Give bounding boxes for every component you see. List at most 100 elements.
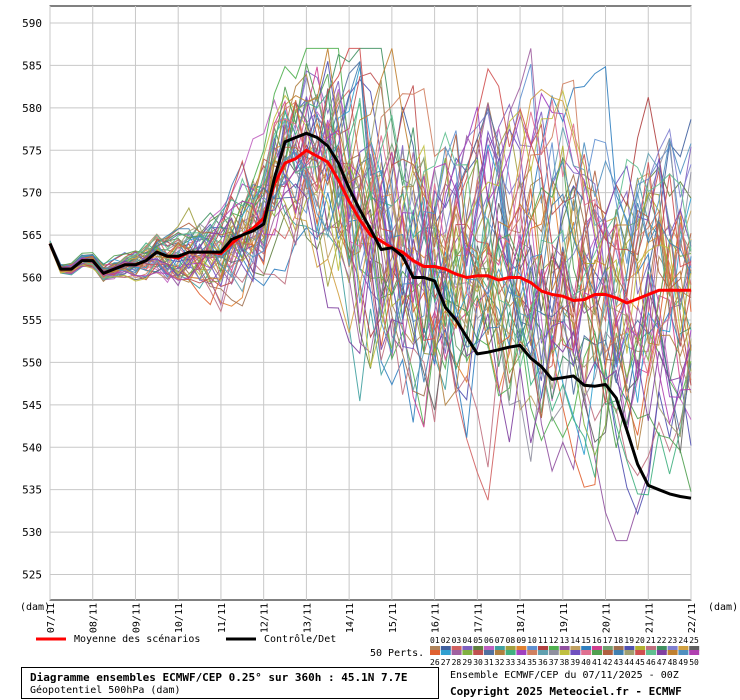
- perturbation-swatch: [538, 646, 548, 651]
- perturbation-number: 05: [473, 636, 483, 645]
- perturbations-label: 50 Perts.: [370, 648, 424, 659]
- perturbation-swatch: [548, 650, 559, 655]
- perturbation-number: 25: [689, 636, 699, 645]
- perturbation-swatch: [602, 646, 613, 651]
- legend-control-label: Contrôle/Det: [264, 633, 336, 645]
- perturbation-line: [49, 63, 692, 492]
- perturbation-legend: 01 02 03 04 05 06 07 08 09 10 11 12 13 14 15 16 17 18 19 20…: [430, 636, 700, 667]
- y-tick-label: 545: [22, 399, 42, 412]
- footer-subtitle: Géopotentiel 500hPa (dam): [30, 685, 181, 696]
- perturbation-swatch: [440, 646, 451, 651]
- perturbation-number: 31: [484, 658, 494, 667]
- run-info: Ensemble ECMWF/CEP du 07/11/2025 - 00Z: [450, 670, 679, 681]
- y-tick-label: 535: [22, 484, 42, 497]
- perturbation-swatch: [559, 650, 570, 655]
- perturbation-number: 50: [689, 658, 699, 667]
- y-tick-label: 570: [22, 187, 42, 200]
- y-tick-label: 525: [22, 569, 42, 582]
- perturbation-swatch: [656, 646, 667, 651]
- perturbation-swatch: [505, 650, 516, 655]
- x-tick-label: 15/11: [388, 603, 399, 633]
- perturbation-swatch: [624, 650, 635, 655]
- perturbation-number: 04: [462, 636, 472, 645]
- perturbation-swatch: [678, 650, 689, 655]
- perturbation-number: 19: [624, 636, 634, 645]
- perturbation-swatch: [656, 650, 667, 655]
- y-tick-label: 565: [22, 229, 42, 242]
- perturbation-swatch: [430, 646, 440, 651]
- perturbation-swatch: [505, 646, 516, 651]
- perturbation-swatch: [451, 650, 462, 655]
- x-tick-label: 19/11: [559, 603, 570, 633]
- perturbation-swatch: [462, 646, 473, 651]
- perturbation-number: 07: [495, 636, 505, 645]
- perturbation-number: 01: [430, 636, 440, 645]
- perturbation-swatch: [613, 646, 624, 651]
- perturbation-number: 37: [549, 658, 559, 667]
- x-tick-label: 17/11: [473, 603, 484, 633]
- perturbation-number: 13: [560, 636, 570, 645]
- perturbation-lines: [49, 47, 692, 542]
- perturbation-swatch: [635, 650, 646, 655]
- perturbation-swatch: [602, 650, 613, 655]
- perturbation-swatch: [592, 650, 602, 655]
- perturbation-number: 33: [506, 658, 516, 667]
- perturbation-line: [49, 97, 692, 386]
- x-tick-label: 12/11: [260, 603, 271, 633]
- perturbation-number: 44: [624, 658, 634, 667]
- perturbation-line: [49, 72, 692, 347]
- perturbation-swatch: [635, 646, 646, 651]
- perturbation-number: 15: [581, 636, 591, 645]
- perturbation-number: 06: [484, 636, 494, 645]
- x-tick-label: 20/11: [602, 603, 613, 633]
- x-tick-label: 08/11: [89, 603, 100, 633]
- perturbation-swatch: [484, 646, 494, 651]
- control-series-line: [48, 131, 692, 500]
- perturbation-swatch: [581, 646, 592, 651]
- perturbation-number: 47: [657, 658, 667, 667]
- perturbation-number: 40: [581, 658, 591, 667]
- perturbation-line: [49, 134, 692, 418]
- x-tick-label: 09/11: [131, 603, 142, 633]
- perturbation-swatch: [581, 650, 592, 655]
- perturbation-swatch: [570, 646, 581, 651]
- perturbation-number: 41: [592, 658, 602, 667]
- y-tick-label: 580: [22, 102, 42, 115]
- perturbation-number: 46: [646, 658, 656, 667]
- perturbation-swatch: [494, 650, 505, 655]
- x-tick-label: 13/11: [302, 603, 313, 633]
- perturbation-swatch: [667, 646, 678, 651]
- footer-title-box: Diagramme ensembles ECMWF/CEP 0.25° sur …: [21, 667, 439, 699]
- x-tick-labels: 07/11 08/11 09/11 10/11 11/11 12/11 13/11 14/11…: [46, 603, 698, 633]
- perturbation-number: 02: [441, 636, 451, 645]
- x-tick-label: 07/11: [46, 603, 57, 633]
- perturbation-swatch: [689, 650, 700, 655]
- perturbation-line: [49, 136, 692, 462]
- perturbation-swatch: [430, 650, 440, 655]
- x-tick-label: 11/11: [217, 603, 228, 633]
- perturbation-swatch: [462, 650, 473, 655]
- perturbation-number: 36: [538, 658, 548, 667]
- y-tick-label: 550: [22, 356, 42, 369]
- perturbation-number: 20: [635, 636, 645, 645]
- perturbation-number: 10: [527, 636, 537, 645]
- perturbation-number: 22: [657, 636, 667, 645]
- y-unit-left: (dam): [20, 602, 50, 613]
- perturbation-number: 32: [495, 658, 505, 667]
- perturbation-number: 16: [592, 636, 602, 645]
- perturbation-line: [49, 89, 692, 368]
- perturbation-number: 14: [570, 636, 580, 645]
- perturbation-swatch: [570, 650, 581, 655]
- x-tick-label: 18/11: [516, 603, 527, 633]
- perturbation-number: 11: [538, 636, 548, 645]
- perturbation-swatch: [646, 646, 656, 651]
- perturbation-number: 09: [516, 636, 526, 645]
- perturbation-swatch: [484, 650, 494, 655]
- perturbation-number: 45: [635, 658, 645, 667]
- perturbation-line: [49, 48, 692, 351]
- perturbation-line: [49, 67, 692, 455]
- perturbation-line: [49, 88, 692, 454]
- perturbation-number: 43: [614, 658, 624, 667]
- perturbation-number: 49: [678, 658, 688, 667]
- x-tick-label: 22/11: [687, 603, 698, 633]
